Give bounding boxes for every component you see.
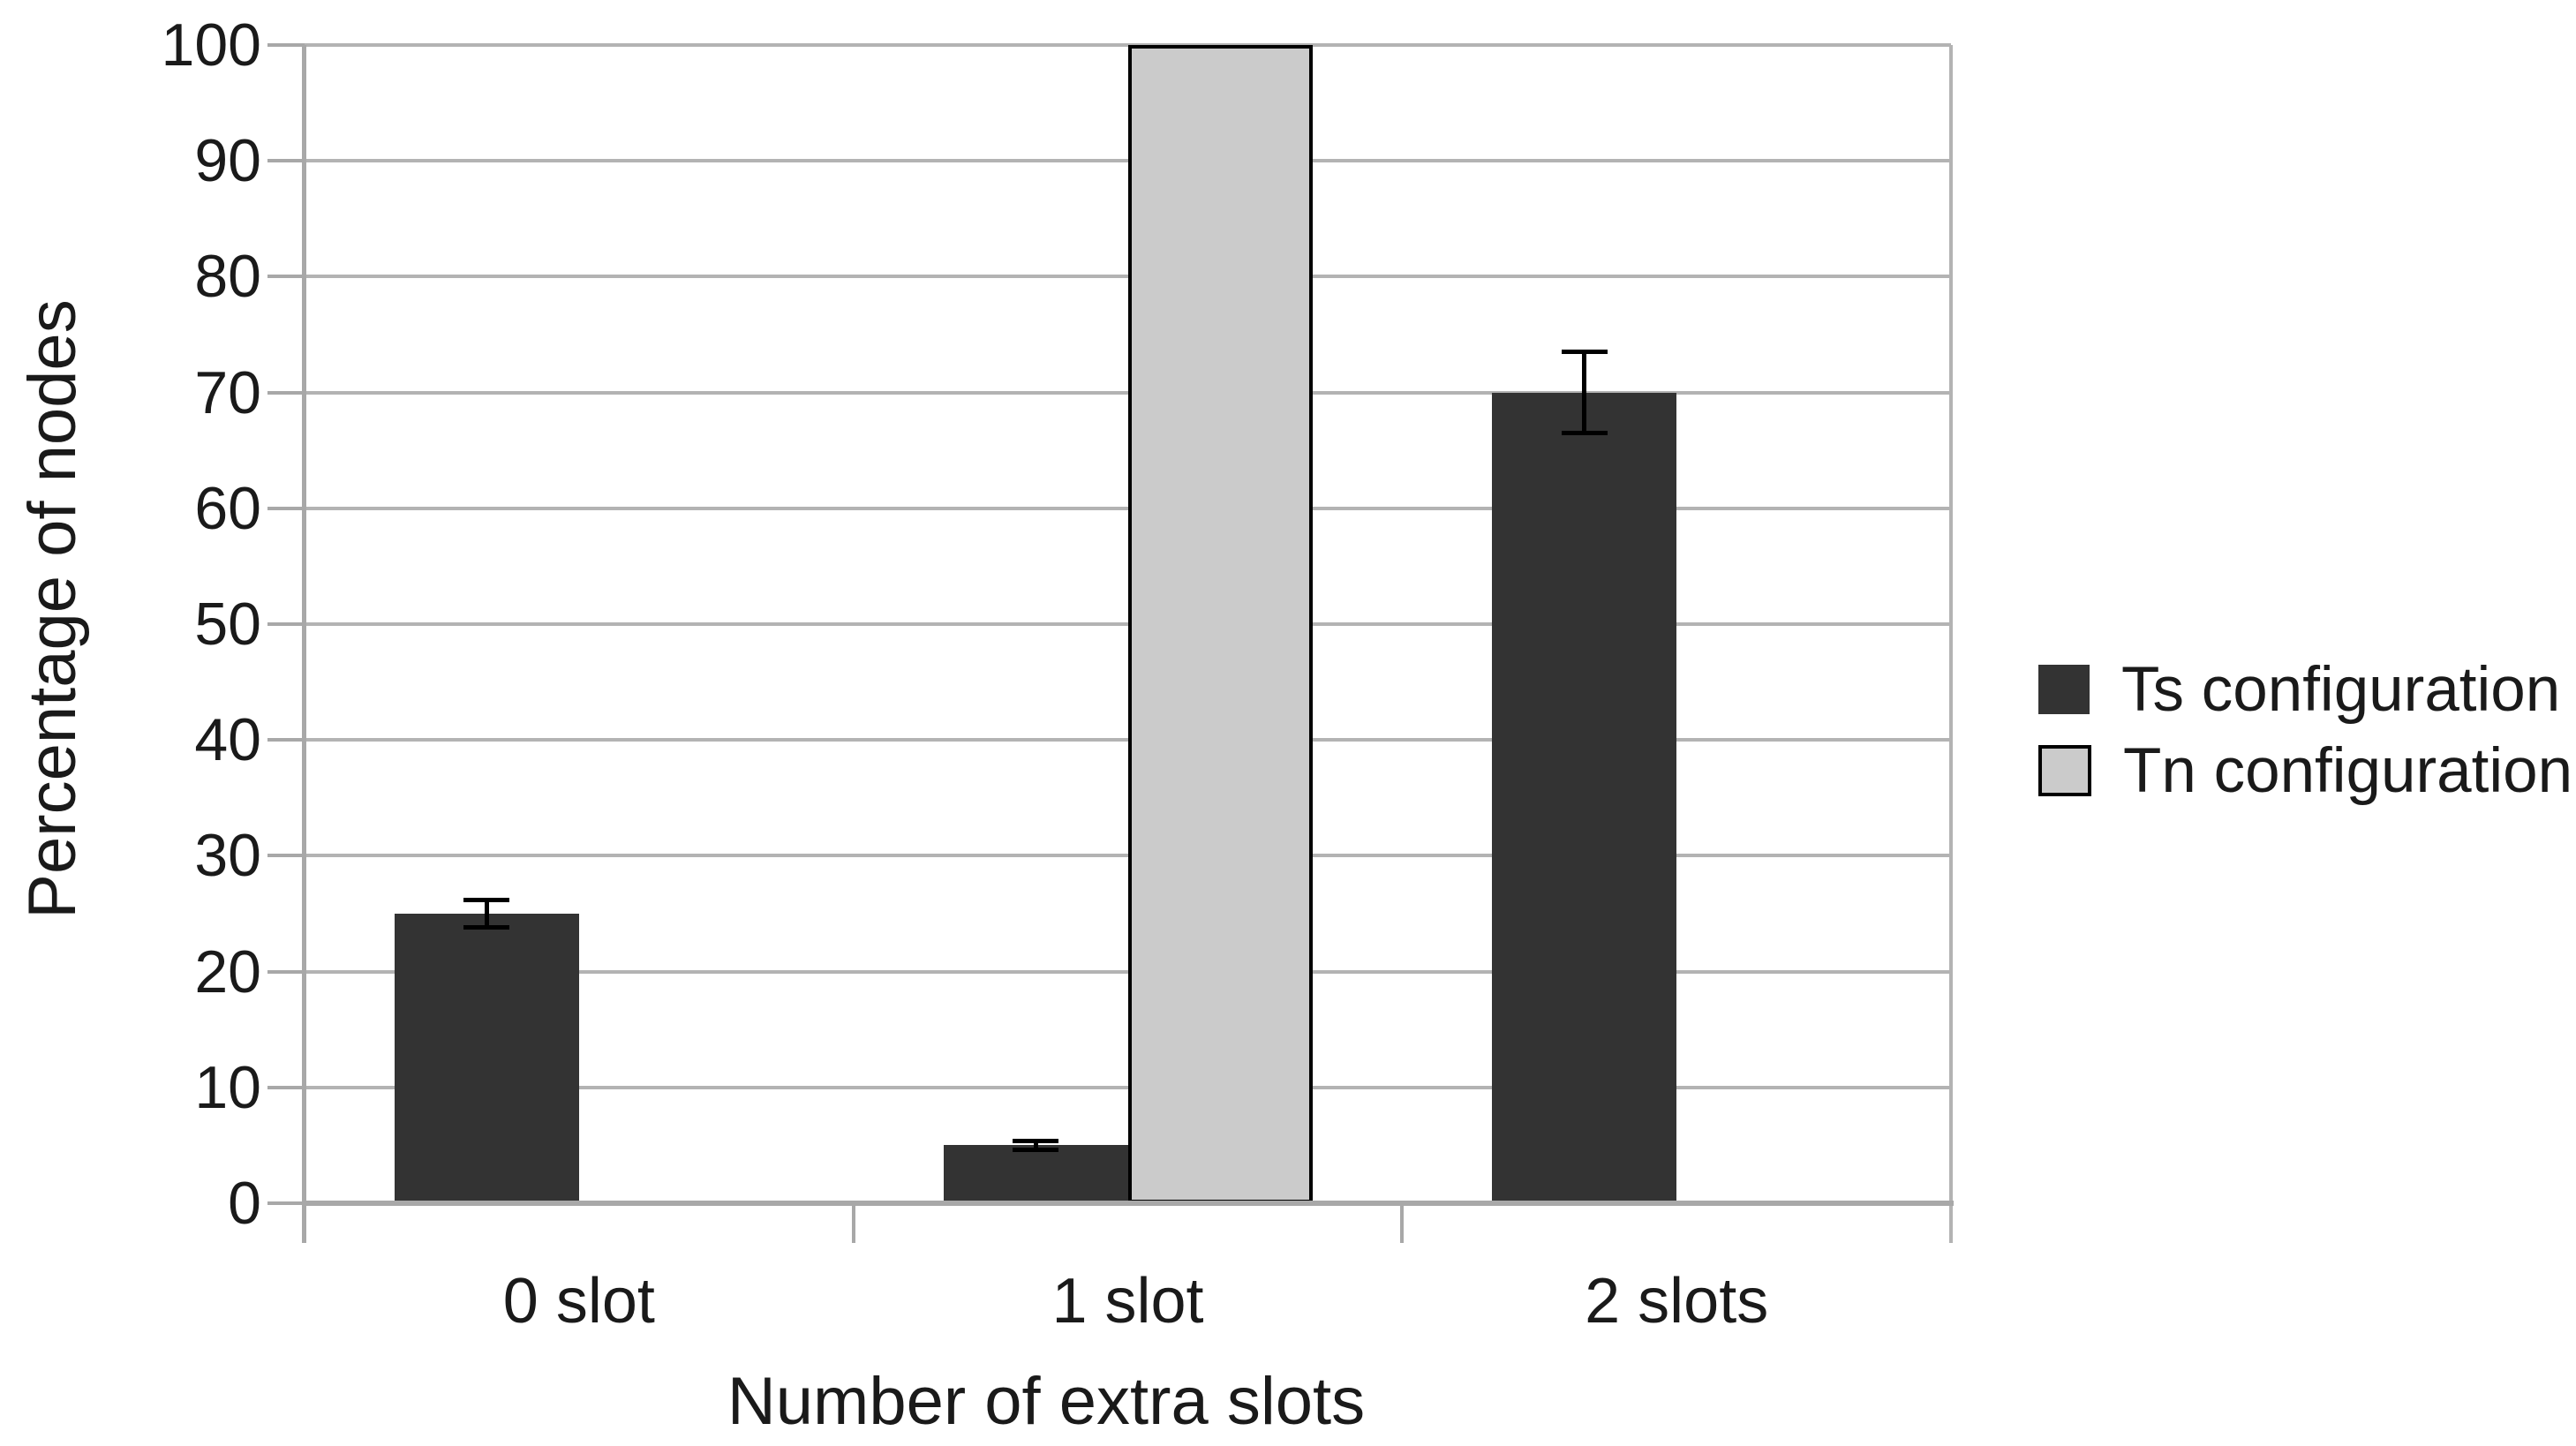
y-tick-label-30: 30	[194, 822, 261, 890]
error-bar-stem-2-slots	[1582, 351, 1587, 433]
y-tick-label-50: 50	[194, 591, 261, 658]
error-bar-cap-bottom-1-slot	[1013, 1148, 1058, 1153]
y-tick-label-90: 90	[194, 127, 261, 195]
error-bar-cap-bottom-2-slots	[1561, 431, 1608, 436]
y-tick-80	[267, 275, 305, 279]
legend-label-ts: Ts configuration	[2121, 654, 2561, 725]
y-tick-label-60: 60	[194, 474, 261, 542]
y-tick-label-10: 10	[194, 1053, 261, 1121]
y-tick-label-70: 70	[194, 358, 261, 426]
y-tick-40	[267, 738, 305, 742]
y-tick-100	[267, 43, 305, 47]
bar-tn-1-slot	[1127, 45, 1313, 1203]
x-tick-label-2-slots: 2 slots	[1585, 1266, 1769, 1337]
y-tick-label-80: 80	[194, 243, 261, 311]
bar-ts-2-slots	[1492, 392, 1677, 1203]
x-tick-2	[1400, 1203, 1405, 1243]
y-tick-10	[267, 1085, 305, 1089]
legend-swatch-tn	[2038, 745, 2091, 796]
y-tick-20	[267, 969, 305, 974]
y-axis-line	[302, 45, 306, 1243]
y-tick-50	[267, 622, 305, 626]
x-tick-label-0-slot: 0 slot	[502, 1266, 655, 1337]
x-tick-1	[851, 1203, 855, 1243]
y-tick-0	[267, 1201, 305, 1205]
legend-label-tn: Tn configuration	[2123, 735, 2573, 806]
y-tick-60	[267, 506, 305, 510]
error-bar-cap-bottom-0-slot	[463, 925, 510, 930]
y-tick-30	[267, 854, 305, 858]
legend-item-tn-configuration: Tn configuration	[2038, 740, 2572, 802]
y-tick-70	[267, 390, 305, 395]
x-axis-title: Number of extra slots	[727, 1364, 1366, 1439]
legend-item-ts-configuration: Ts configuration	[2038, 659, 2572, 721]
error-bar-stem-0-slot	[484, 900, 489, 928]
bar-ts-1-slot	[943, 1145, 1128, 1203]
y-tick-label-20: 20	[194, 938, 261, 1005]
legend-swatch-ts	[2038, 665, 2090, 714]
y-tick-label-0: 0	[228, 1170, 261, 1237]
y-tick-label-40: 40	[194, 706, 261, 774]
y-tick-label-100: 100	[161, 11, 261, 79]
x-tick-label-1-slot: 1 slot	[1051, 1266, 1204, 1337]
error-bar-cap-top-0-slot	[463, 897, 510, 902]
legend: Ts configuration Tn configuration	[2038, 659, 2572, 827]
y-tick-90	[267, 159, 305, 163]
bar-ts-0-slot	[394, 914, 579, 1203]
error-bar-cap-top-2-slots	[1561, 350, 1608, 355]
error-bar-cap-top-1-slot	[1013, 1138, 1058, 1143]
x-axis-baseline	[302, 1201, 1954, 1206]
plot-right-border	[1949, 45, 1953, 1243]
error-bar-stem-1-slot	[1033, 1141, 1038, 1150]
